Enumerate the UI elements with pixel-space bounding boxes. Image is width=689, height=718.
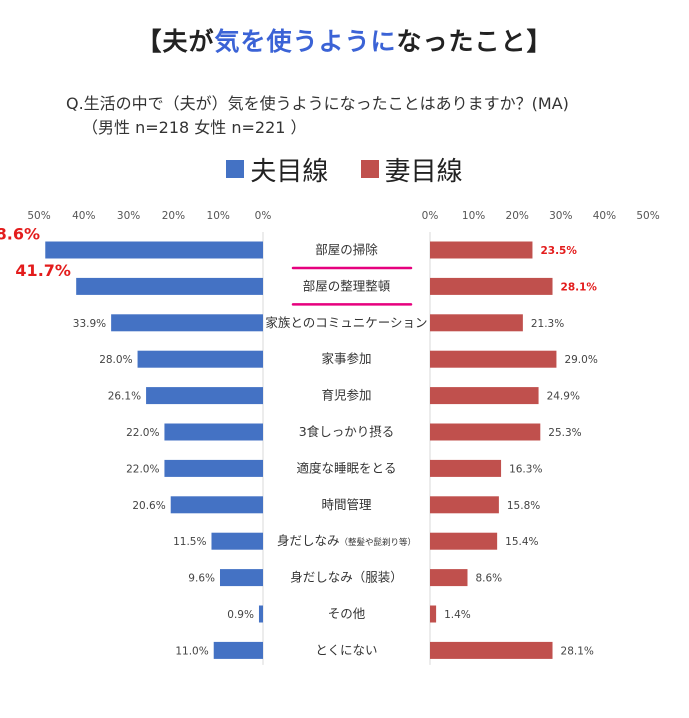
data-label-husband: 41.7% bbox=[15, 261, 71, 280]
x-tick-right: 30% bbox=[549, 210, 572, 222]
bar-wife bbox=[430, 459, 502, 477]
category-label: とくにない bbox=[315, 642, 377, 657]
legend-label-husband: 夫目線 bbox=[250, 157, 329, 187]
data-label-husband: 11.0% bbox=[175, 645, 208, 657]
category-label-text: 3食しっかり摂る bbox=[299, 424, 394, 439]
x-tick-left: 40% bbox=[72, 210, 95, 222]
legend-item-husband: 夫目線 bbox=[226, 151, 328, 188]
legend-swatch-wife bbox=[360, 160, 379, 178]
data-label-wife: 23.5% bbox=[540, 245, 577, 257]
x-tick-left: 20% bbox=[162, 210, 185, 222]
category-label: 部屋の整理整頓 bbox=[303, 278, 391, 293]
category-label-note: （整髪や髭剃り等） bbox=[340, 537, 417, 548]
bar-husband bbox=[146, 387, 263, 405]
bar-wife bbox=[430, 569, 468, 587]
bar-husband bbox=[137, 350, 263, 368]
category-label: 身だしなみ（整髪や髭剃り等） bbox=[277, 533, 416, 548]
sample-size-text: （男性 n=218 女性 n=221 ） bbox=[82, 118, 307, 137]
category-label-text: その他 bbox=[328, 606, 366, 621]
category-label-text: 身だしなみ bbox=[277, 533, 340, 548]
data-label-wife: 16.3% bbox=[509, 463, 542, 475]
category-label-text: 家族とのコミュニケーション bbox=[265, 315, 427, 330]
data-label-wife: 8.6% bbox=[475, 573, 502, 585]
category-label-text: 部屋の整理整頓 bbox=[303, 278, 391, 293]
data-label-wife: 15.4% bbox=[505, 536, 538, 548]
data-label-wife: 28.1% bbox=[561, 281, 598, 293]
category-label-text: 適度な睡眠をとる bbox=[296, 460, 396, 475]
data-label-husband: 0.9% bbox=[227, 609, 254, 621]
legend-label-wife: 妻目線 bbox=[384, 157, 463, 187]
bar-husband bbox=[45, 241, 263, 259]
category-label: 家事参加 bbox=[321, 351, 371, 366]
bar-wife bbox=[430, 387, 539, 405]
title-highlight: 気を使うように bbox=[214, 27, 397, 56]
bar-wife bbox=[430, 314, 523, 332]
legend: 夫目線 妻目線 bbox=[0, 151, 689, 188]
category-label-text: とくにない bbox=[315, 642, 377, 657]
x-tick-right: 0% bbox=[422, 210, 439, 222]
data-label-husband: 22.0% bbox=[126, 463, 159, 475]
bar-wife bbox=[430, 241, 533, 259]
bar-wife bbox=[430, 350, 557, 368]
title-part1: 【夫が bbox=[136, 27, 215, 56]
category-label-text: 身だしなみ（服装） bbox=[290, 570, 403, 585]
category-label: その他 bbox=[328, 606, 366, 621]
bar-husband bbox=[164, 423, 263, 441]
bar-husband bbox=[219, 569, 263, 587]
x-tick-left: 30% bbox=[117, 210, 140, 222]
bar-husband bbox=[213, 641, 263, 659]
bar-husband bbox=[76, 277, 264, 295]
bar-wife bbox=[430, 605, 437, 623]
x-tick-left: 10% bbox=[207, 210, 230, 222]
category-label: 部屋の掃除 bbox=[315, 242, 378, 257]
x-tick-right: 50% bbox=[636, 210, 659, 222]
data-label-wife: 28.1% bbox=[561, 645, 594, 657]
category-label-text: 育児参加 bbox=[321, 388, 371, 403]
category-label-text: 時間管理 bbox=[321, 497, 372, 512]
data-label-husband: 20.6% bbox=[132, 500, 165, 512]
x-tick-right: 40% bbox=[593, 210, 616, 222]
x-tick-right: 10% bbox=[462, 210, 485, 222]
data-label-husband: 22.0% bbox=[126, 427, 159, 439]
data-label-wife: 29.0% bbox=[564, 354, 597, 366]
bar-husband bbox=[211, 532, 263, 550]
category-label-text: 部屋の掃除 bbox=[315, 242, 378, 257]
data-label-husband: 33.9% bbox=[73, 318, 106, 330]
category-label: 3食しっかり摂る bbox=[299, 424, 394, 439]
category-label-text: 家事参加 bbox=[321, 351, 371, 366]
category-label: 家族とのコミュニケーション bbox=[265, 315, 427, 330]
data-label-wife: 25.3% bbox=[548, 427, 581, 439]
bar-wife bbox=[430, 423, 541, 441]
bar-husband bbox=[111, 314, 264, 332]
title-part3: なったこと】 bbox=[396, 27, 553, 56]
bar-husband bbox=[258, 605, 263, 623]
category-label: 身だしなみ（服装） bbox=[290, 570, 403, 585]
x-tick-left: 0% bbox=[255, 210, 272, 222]
category-label: 適度な睡眠をとる bbox=[296, 460, 396, 475]
category-label: 育児参加 bbox=[321, 388, 371, 403]
data-label-wife: 21.3% bbox=[531, 318, 564, 330]
question-text: Q.生活の中で（夫が）気を使うようになったことはありますか？(MA) bbox=[66, 94, 569, 113]
data-label-husband: 28.0% bbox=[99, 354, 132, 366]
data-label-husband: 26.1% bbox=[108, 391, 141, 403]
bar-wife bbox=[430, 277, 553, 295]
data-label-husband: 11.5% bbox=[173, 536, 206, 548]
data-label-husband: 9.6% bbox=[188, 573, 215, 585]
data-label-husband: 48.6% bbox=[0, 225, 40, 244]
x-tick-right: 20% bbox=[506, 210, 529, 222]
bar-wife bbox=[430, 496, 499, 514]
data-label-wife: 24.9% bbox=[547, 391, 580, 403]
legend-swatch-husband bbox=[226, 160, 245, 178]
data-label-wife: 1.4% bbox=[444, 609, 471, 621]
legend-item-wife: 妻目線 bbox=[360, 151, 463, 188]
category-label: 時間管理 bbox=[321, 497, 372, 512]
bar-husband bbox=[170, 496, 263, 514]
bar-wife bbox=[430, 641, 553, 659]
bar-wife bbox=[430, 532, 498, 550]
x-tick-left: 50% bbox=[27, 210, 50, 222]
bar-husband bbox=[164, 459, 263, 477]
data-label-wife: 15.8% bbox=[507, 500, 540, 512]
chart-title: 【夫が気を使うようになったこと】 bbox=[0, 22, 689, 58]
